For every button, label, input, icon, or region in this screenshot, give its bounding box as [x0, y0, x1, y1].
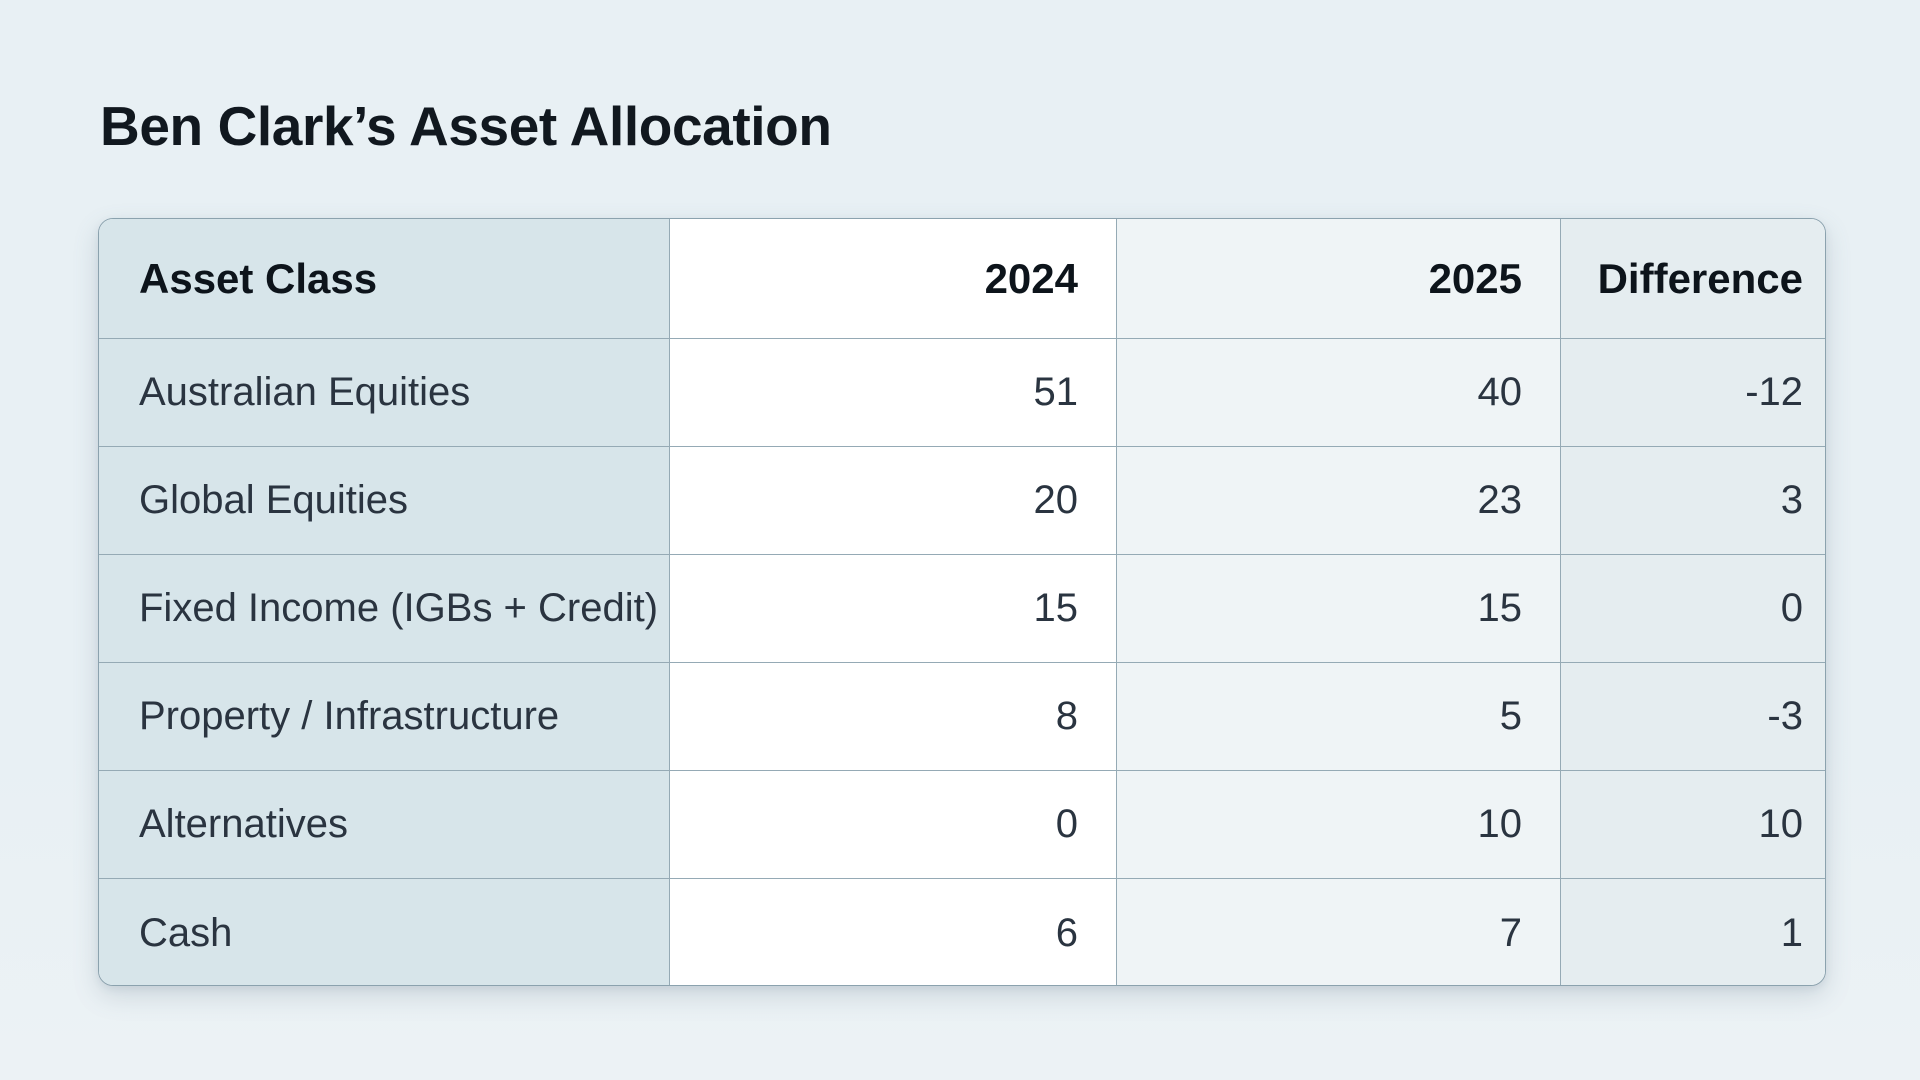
asset-class-cell: Property / Infrastructure	[99, 663, 670, 771]
value-2025-cell: 23	[1117, 447, 1561, 555]
difference-cell: 0	[1561, 555, 1825, 663]
column-header-2025: 2025	[1117, 219, 1561, 339]
column-header-difference: Difference	[1561, 219, 1825, 339]
difference-cell: -12	[1561, 339, 1825, 447]
difference-cell: 10	[1561, 771, 1825, 879]
value-2025-cell: 15	[1117, 555, 1561, 663]
value-2025-cell: 10	[1117, 771, 1561, 879]
value-2024-cell: 8	[670, 663, 1117, 771]
column-header-2024: 2024	[670, 219, 1117, 339]
difference-cell: 1	[1561, 879, 1825, 985]
asset-class-cell: Australian Equities	[99, 339, 670, 447]
asset-class-cell: Global Equities	[99, 447, 670, 555]
column-header-asset-class: Asset Class	[99, 219, 670, 339]
asset-class-cell: Fixed Income (IGBs + Credit)	[99, 555, 670, 663]
asset-class-cell: Alternatives	[99, 771, 670, 879]
value-2025-cell: 7	[1117, 879, 1561, 985]
value-2024-cell: 51	[670, 339, 1117, 447]
asset-allocation-table: Asset Class 2024 2025 Difference Austral…	[98, 218, 1826, 986]
page-title: Ben Clark’s Asset Allocation	[100, 95, 832, 157]
difference-cell: -3	[1561, 663, 1825, 771]
value-2025-cell: 40	[1117, 339, 1561, 447]
value-2025-cell: 5	[1117, 663, 1561, 771]
value-2024-cell: 20	[670, 447, 1117, 555]
asset-class-cell: Cash	[99, 879, 670, 985]
value-2024-cell: 6	[670, 879, 1117, 985]
difference-cell: 3	[1561, 447, 1825, 555]
value-2024-cell: 15	[670, 555, 1117, 663]
value-2024-cell: 0	[670, 771, 1117, 879]
